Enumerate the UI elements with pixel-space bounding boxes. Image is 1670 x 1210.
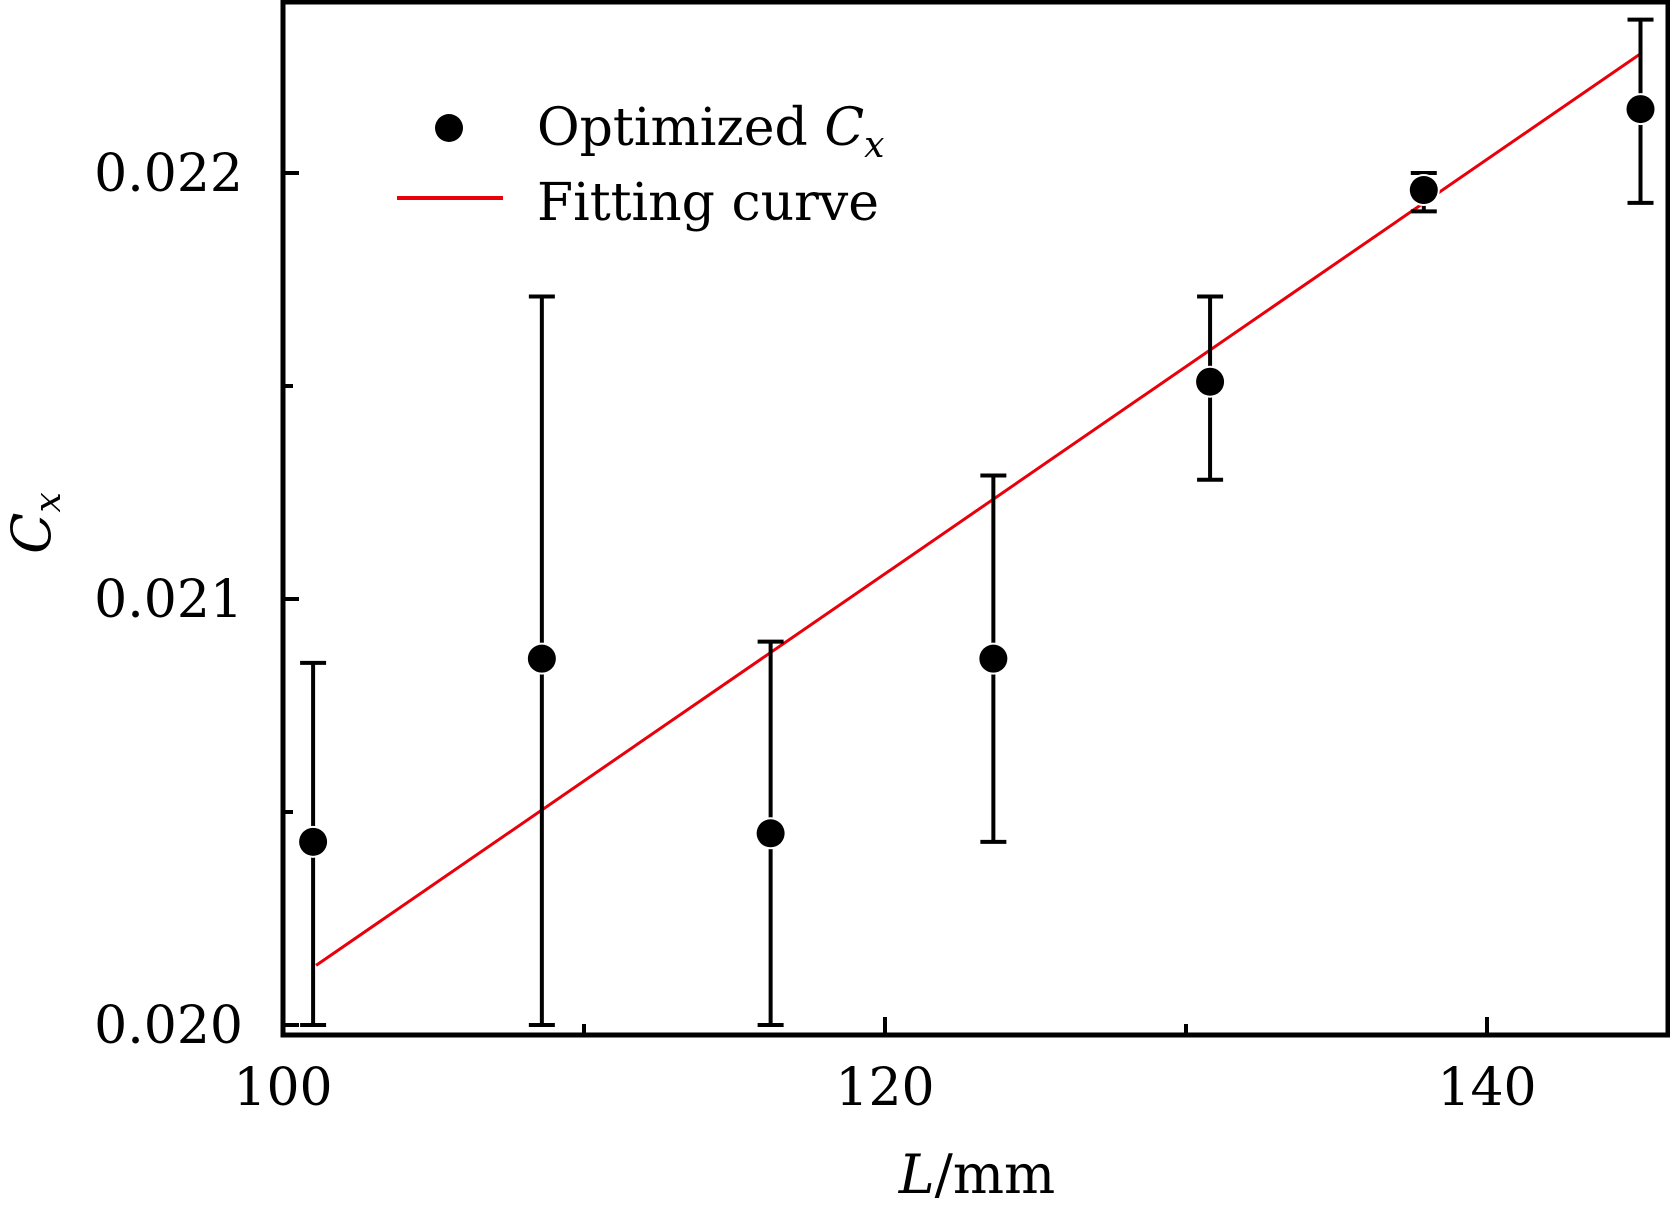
fit-line-layer — [315, 52, 1642, 967]
y-tick-label: 0.021 — [94, 570, 243, 630]
y-axis-label-subscript: x — [28, 492, 69, 512]
data-point — [1626, 95, 1655, 124]
data-point-group — [977, 473, 1010, 844]
data-point — [756, 819, 785, 848]
y-tick-label: 0.022 — [94, 144, 243, 204]
data-point — [527, 644, 556, 673]
x-tick-label: 100 — [233, 1058, 332, 1118]
data-point-group — [1624, 17, 1657, 205]
legend-label-optimized-cx: Optimized Cx — [537, 98, 884, 166]
data-point — [1409, 176, 1438, 205]
plot-frame — [280, 0, 1670, 1038]
legend: Optimized Cx Fitting curve — [397, 98, 884, 233]
legend-label-subscript: x — [864, 125, 884, 166]
x-axis-label: L/mm — [898, 1143, 1055, 1206]
legend-label-fitting-curve: Fitting curve — [537, 173, 879, 233]
x-axis-label-unit: /mm — [935, 1143, 1056, 1206]
legend-marker-optimized-cx — [435, 114, 463, 142]
x-tick-label: 140 — [1437, 1058, 1536, 1118]
data-point-group — [525, 294, 558, 1027]
y-tick-label: 0.020 — [94, 996, 243, 1056]
legend-label-text: Optimized — [537, 98, 824, 158]
data-point-group — [297, 660, 330, 1027]
data-point — [979, 644, 1008, 673]
data-point-group — [1194, 294, 1227, 482]
data-point-group — [754, 639, 787, 1027]
data-point-group — [1407, 171, 1440, 214]
data-point — [1196, 367, 1225, 396]
data-points-layer — [297, 17, 1657, 1027]
tick-labels: 100 120 140 0.020 0.021 0.022 — [94, 144, 1537, 1118]
x-axis-label-var: L — [898, 1143, 935, 1206]
axes — [280, 0, 1670, 1038]
legend-label-math: C — [824, 98, 864, 158]
x-tick-label: 120 — [835, 1058, 934, 1118]
y-axis-label-var: C — [0, 512, 63, 553]
y-axis-label: Cx — [0, 492, 69, 554]
fitting-curve-line — [315, 52, 1642, 967]
data-point — [299, 827, 328, 856]
